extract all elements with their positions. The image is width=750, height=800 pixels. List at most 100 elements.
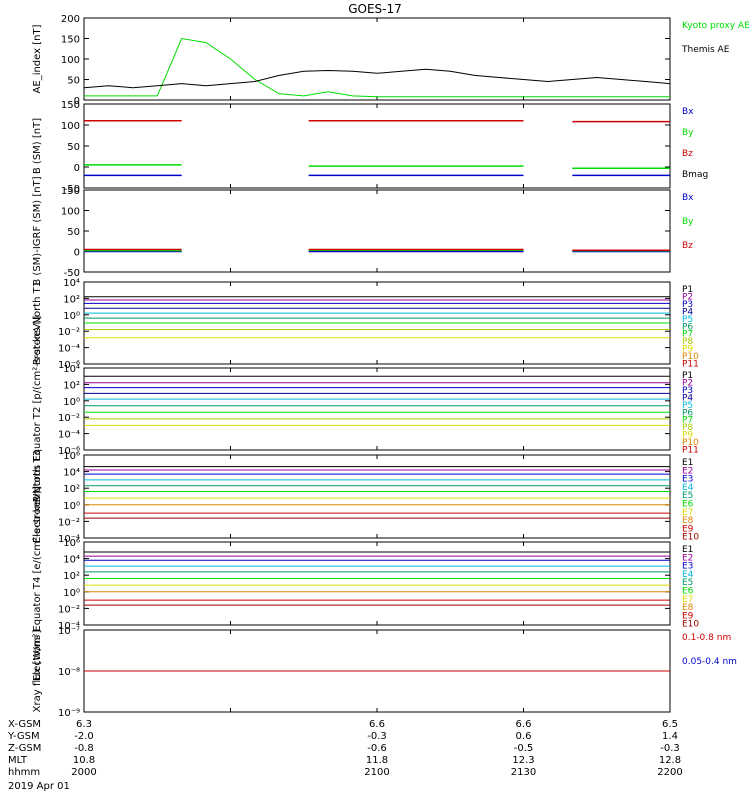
- y-tick-label: 10⁻⁶: [58, 446, 80, 457]
- y-tick-label: 10⁻⁴: [58, 344, 80, 355]
- y-axis-label: Electrons North T3: [32, 450, 43, 543]
- y-tick-label: 200: [61, 14, 80, 25]
- y-tick-label: 10⁻⁶: [58, 360, 80, 371]
- y-tick-label: 10²: [63, 571, 80, 582]
- legend-themis-ae: Themis AE: [681, 45, 730, 55]
- panel-8: 10⁻⁷ 10⁻⁸ 10⁻⁹ Xray flux [W/m²] 0.1-0.8 nm 0.…: [32, 626, 737, 719]
- legend-bz: Bz: [682, 149, 693, 159]
- y-tick-label: 10⁴: [63, 364, 80, 375]
- y-tick-label: 10⁴: [63, 555, 80, 566]
- y-tick-label: 0: [74, 163, 80, 174]
- legend-kyoto-proxy-ae: Kyoto proxy AE: [682, 21, 750, 31]
- legend-p9: P9: [682, 431, 693, 441]
- panel-frame: [83, 17, 671, 101]
- y-tick-label: 10⁻⁴: [58, 534, 80, 545]
- y-tick-label: 10⁰: [63, 588, 80, 599]
- legend-p5: P5: [682, 315, 693, 325]
- legend-e9: E9: [682, 611, 694, 621]
- legend-e3: E3: [682, 562, 693, 572]
- footer-row-label: X-GSM: [8, 719, 41, 730]
- y-tick-label: -50: [64, 184, 80, 195]
- y-tick-label: 50: [67, 227, 80, 238]
- legend-e2: E2: [682, 466, 693, 476]
- legend-p7: P7: [682, 330, 693, 340]
- panel-5: 10⁴ 10² 10⁰ 10⁻² 10⁻⁴ 10⁻⁶ Protons Equator T2 …: [32, 316, 699, 503]
- legend-p11: P11: [682, 446, 699, 456]
- footer-value: 2100: [364, 767, 389, 778]
- legend-bx: Bx: [682, 107, 694, 117]
- legend-e4: E4: [682, 483, 694, 493]
- panel-frame: [83, 454, 671, 539]
- footer-value: 2200: [657, 767, 682, 778]
- y-tick-label: 10⁻⁹: [58, 708, 80, 719]
- legend-p4: P4: [682, 393, 693, 403]
- y-axis-label: Protons North T1: [32, 281, 43, 365]
- orbit-footer: 2019 Apr 01 X-GSM 6.3 6.6 6.6 6.5Y-GSM -2.0 -0…: [7, 719, 683, 792]
- y-tick-label: 150: [61, 35, 80, 46]
- footer-value: 11.8: [366, 755, 388, 766]
- y-axis-label: Protons Equator T2 [p/(cm²-s-sr-keV)]: [32, 316, 43, 503]
- legend-p6: P6: [682, 322, 693, 332]
- y-tick-label: 100: [61, 121, 80, 132]
- y-axis-label: Electrons Equator T4 [e/(cm²-s-sr-keV)]: [32, 486, 43, 681]
- legend-p10: P10: [682, 352, 699, 362]
- y-tick-label: 150: [61, 100, 80, 111]
- legend-e6: E6: [682, 500, 694, 510]
- legend-0-1-0-8-nm: 0.1-0.8 nm: [682, 633, 731, 643]
- legend-e4: E4: [682, 570, 694, 580]
- footer-row-label: Y-GSM: [7, 731, 40, 742]
- legend-0-05-0-4-nm: 0.05-0.4 nm: [682, 657, 737, 667]
- legend-p9: P9: [682, 345, 693, 355]
- y-tick-label: 0: [74, 96, 80, 107]
- plot-title: GOES-17: [348, 2, 402, 16]
- footer-value: 6.6: [516, 719, 532, 730]
- legend-e9: E9: [682, 524, 694, 534]
- legend-e6: E6: [682, 587, 694, 597]
- footer-value: 10.8: [73, 755, 95, 766]
- legend-e1: E1: [682, 545, 693, 555]
- panel-6: 10⁶ 10⁴ 10² 10⁰ 10⁻² 10⁻⁴ Electrons North T3 E1…: [32, 450, 699, 545]
- legend-p10: P10: [682, 438, 699, 448]
- y-tick-label: 10⁻⁸: [58, 667, 80, 678]
- panel-7: 10⁶ 10⁴ 10² 10⁰ 10⁻² 10⁻⁴ Electrons Equator T4…: [32, 486, 699, 681]
- panel-3: 150 100 50 0 -50 B (SM)-IGRF (SM) [nT] Bx By Bz: [32, 176, 694, 285]
- y-tick-label: 10⁰: [63, 311, 80, 322]
- footer-value: 0.6: [516, 731, 532, 742]
- y-tick-label: 0: [74, 248, 80, 259]
- panel-frame: [83, 189, 671, 273]
- legend-p2: P2: [682, 292, 693, 302]
- y-tick-label: 10⁻⁴: [58, 621, 80, 632]
- y-tick-label: 10⁻⁷: [58, 626, 80, 637]
- y-tick-label: 50: [67, 142, 80, 153]
- y-tick-label: 10⁻²: [58, 517, 80, 528]
- panels: 200 150 100 50 0 AE_index [nT] Kyoto proxy AE T…: [32, 14, 750, 719]
- legend-e3: E3: [682, 475, 693, 485]
- footer-value: -0.5: [514, 743, 534, 754]
- panel-frame: [83, 367, 671, 451]
- legend-p3: P3: [682, 300, 693, 310]
- y-axis-label: B (SM) [nT]: [32, 118, 43, 174]
- footer-row-label: MLT: [8, 755, 28, 766]
- y-tick-label: 10⁻⁴: [58, 430, 80, 441]
- legend-p11: P11: [682, 360, 699, 370]
- footer-value: -0.8: [74, 743, 94, 754]
- y-tick-label: 10⁶: [63, 451, 80, 462]
- y-tick-label: 50: [67, 76, 80, 87]
- footer-value: -0.6: [367, 743, 387, 754]
- legend-e10: E10: [682, 533, 699, 543]
- y-tick-label: 10⁴: [63, 468, 80, 479]
- y-tick-label: 100: [61, 55, 80, 66]
- footer-value: 2130: [511, 767, 536, 778]
- legend-e7: E7: [682, 595, 693, 605]
- legend-p7: P7: [682, 416, 693, 426]
- legend-e10: E10: [682, 620, 699, 630]
- footer-value: 12.8: [659, 755, 681, 766]
- footer-value: 6.6: [369, 719, 385, 730]
- y-axis-label: AE_index [nT]: [32, 24, 43, 93]
- legend-e2: E2: [682, 553, 693, 563]
- footer-value: 1.4: [662, 731, 678, 742]
- footer-row-label: Z-GSM: [8, 743, 41, 754]
- y-tick-label: 10²: [63, 380, 80, 391]
- legend-p1: P1: [682, 371, 693, 381]
